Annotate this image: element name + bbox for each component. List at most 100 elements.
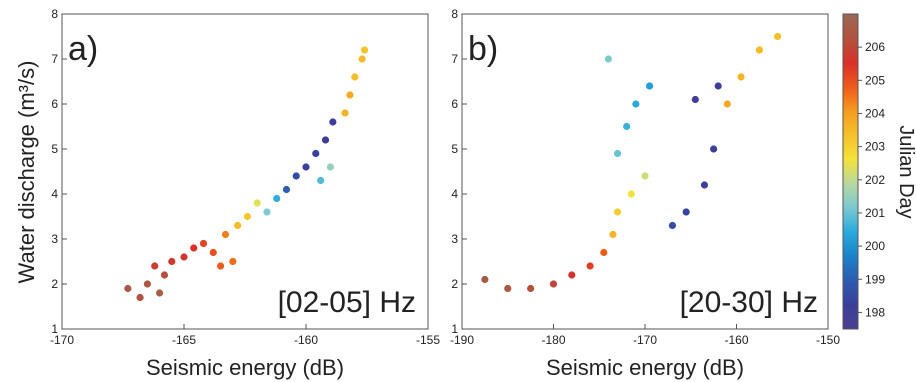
panel-b-point — [623, 122, 631, 131]
panel-a-x-tick-label: -170 — [50, 333, 74, 347]
panel-a-y-tick-label: 8 — [51, 7, 58, 21]
panel-b-y-tick-label: 8 — [451, 7, 458, 21]
panel-b-point — [481, 275, 489, 284]
panel-a-point — [156, 289, 164, 297]
colorbar-tick-label: 203 — [865, 140, 885, 154]
panel-b-point — [600, 248, 608, 257]
colorbar-tick-label: 199 — [865, 272, 885, 286]
panel-a-point — [360, 46, 369, 54]
colorbar: 198 199 200 201 202 203 204 205 206 Julian Day — [842, 13, 916, 330]
panel-b-x-tick-label: -180 — [541, 333, 565, 347]
panel-b-point — [714, 82, 722, 90]
colorbar-label: Julian Day — [895, 125, 916, 218]
panel-b-point — [641, 172, 649, 180]
panel-a-point — [263, 208, 271, 216]
panel-a-point — [321, 136, 330, 144]
panel-b-x-tick-label: -150 — [816, 333, 840, 347]
panel-a-point — [326, 163, 334, 171]
panel-a-point — [124, 284, 132, 293]
panel-b-y-tick-label: 3 — [451, 232, 458, 246]
panel-a-point — [190, 244, 198, 252]
panel-a-point — [341, 109, 349, 117]
panel-b-x-tick-label: -160 — [724, 333, 748, 347]
panel-a-point — [217, 262, 225, 270]
panel-a-point — [180, 253, 188, 261]
colorbar-tick-label: 202 — [865, 173, 885, 187]
panel-a-point — [329, 118, 337, 126]
panel-a-point — [234, 221, 242, 230]
panel-a-annotation: [02-05] Hz — [278, 286, 416, 319]
panel-a-point — [143, 280, 151, 288]
panel-a-y-tick-label: 1 — [51, 322, 58, 336]
panel-a-point — [282, 185, 291, 194]
panel-b-x-tick-label: -190 — [450, 333, 474, 347]
panel-b-point — [682, 208, 690, 216]
colorbar-tick-label: 204 — [865, 106, 885, 120]
panel-b-y-tick-label: 2 — [451, 277, 458, 291]
panel-a-point — [229, 257, 237, 266]
panel-a-point — [160, 271, 169, 279]
panel-a-points — [124, 46, 369, 302]
panel-a-x-tick-label: -165 — [172, 333, 196, 347]
panel-b-point — [737, 73, 745, 81]
panel-a-y-tick-label: 3 — [51, 232, 58, 246]
panel-a-point — [209, 248, 217, 257]
colorbar-tick-label: 201 — [865, 206, 885, 220]
panel-b-point — [527, 284, 535, 293]
panel-b-point — [755, 46, 763, 54]
panel-a-point — [199, 239, 208, 248]
panel-b-point — [568, 271, 576, 279]
panel-b-point — [609, 230, 617, 239]
panel-b-y-tick-label: 6 — [451, 97, 458, 111]
panel-b-point — [700, 181, 709, 189]
panel-b-point — [627, 190, 635, 198]
panel-a-y-tick-label: 7 — [51, 52, 58, 66]
panel-b-label: b) — [468, 30, 498, 68]
panel-a-point — [151, 262, 159, 270]
panel-b-y-tick-label: 7 — [451, 52, 458, 66]
panel-b-point — [613, 149, 622, 158]
panel-b-point — [691, 95, 699, 104]
panel-a-ticks: -170 -165 -160 -155 1 2 3 4 5 6 7 8 — [50, 7, 440, 347]
panel-a-point — [317, 176, 325, 185]
panel-a-y-tick-label: 5 — [51, 142, 58, 156]
panel-a-x-tick-label: -155 — [416, 333, 440, 347]
panel-b-annotation: [20-30] Hz — [680, 286, 818, 319]
panel-a-point — [221, 230, 230, 239]
colorbar-scale — [842, 13, 859, 330]
panel-a: -170 -165 -160 -155 1 2 3 4 5 6 7 8 a) [02-05] Hz S… — [50, 7, 440, 380]
panel-a-point — [351, 73, 359, 81]
panel-b-point — [586, 262, 594, 270]
panel-a-y-tick-label: 2 — [51, 277, 58, 291]
colorbar-ticks: 198 199 200 201 202 203 204 205 206 — [858, 40, 885, 319]
panel-b-point — [710, 145, 718, 153]
panel-a-point — [273, 194, 281, 203]
panel-a-y-tick-label: 6 — [51, 97, 58, 111]
colorbar-tick-label: 205 — [865, 73, 885, 87]
panel-b-x-tick-label: -170 — [633, 333, 657, 347]
panel-b-point — [504, 284, 512, 293]
panel-b-point — [604, 55, 613, 63]
panel-a-point — [346, 91, 354, 99]
panel-a-point — [168, 257, 176, 266]
panel-b-y-tick-label: 5 — [451, 142, 458, 156]
panel-a-point — [358, 55, 366, 63]
panel-b-point — [632, 100, 640, 108]
panel-a-point — [302, 163, 310, 171]
panel-a-point — [253, 199, 261, 207]
panel-b-y-tick-label: 4 — [451, 187, 458, 201]
panel-b-frame — [461, 13, 829, 330]
panel-b-point — [668, 221, 677, 230]
panel-a-point — [136, 293, 144, 302]
panel-a-y-tick-label: 4 — [51, 187, 58, 201]
colorbar-tick-label: 198 — [865, 305, 885, 319]
panel-a-x-label: Seismic energy (dB) — [146, 355, 344, 380]
panel-b-point — [613, 208, 622, 216]
panel-b-ticks: -190 -180 -170 -160 -150 1 2 3 4 5 6 7 8 — [450, 7, 840, 347]
panel-a-point — [292, 172, 300, 180]
panel-b: -190 -180 -170 -160 -150 1 2 3 4 5 6 7 8 b) [20-30] … — [450, 7, 840, 380]
panel-b-point — [549, 280, 558, 288]
panel-b-x-label: Seismic energy (dB) — [546, 355, 744, 380]
panel-a-frame — [61, 13, 429, 330]
